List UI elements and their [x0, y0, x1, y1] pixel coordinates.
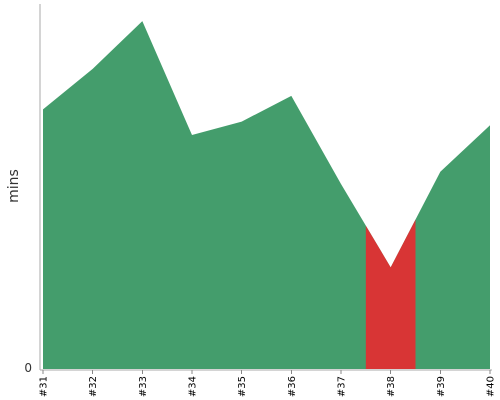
x-ticks: #31 #32 #33 #34 #35 #36 #37 #38 #39 #40 [39, 370, 497, 397]
data-point-35[interactable] [239, 119, 245, 125]
data-point-36[interactable] [288, 93, 294, 99]
x-tick-label: #40 [486, 376, 497, 397]
data-point-39[interactable] [437, 169, 443, 175]
data-point-37[interactable] [338, 181, 344, 187]
y-tick-label: 0 [24, 361, 32, 375]
data-point-32[interactable] [90, 66, 96, 72]
x-tick-label: #39 [436, 376, 447, 397]
plot-area [40, 18, 493, 370]
series-area [43, 21, 490, 370]
highlight-area-38[interactable] [365, 219, 416, 369]
axes: mins 0 [6, 4, 492, 375]
x-tick-label: #37 [337, 376, 348, 397]
x-tick-label: #36 [287, 376, 298, 397]
x-tick-label: #35 [237, 376, 248, 397]
data-point-38[interactable] [388, 264, 394, 270]
data-point-34[interactable] [189, 132, 195, 138]
y-axis-label: mins [6, 169, 22, 203]
data-point-31[interactable] [40, 106, 46, 112]
x-tick-label: #33 [138, 376, 149, 397]
x-tick-label: #38 [386, 376, 397, 397]
data-point-40[interactable] [487, 122, 493, 128]
x-tick-label: #31 [39, 376, 50, 397]
x-tick-label: #34 [188, 376, 199, 397]
x-tick-label: #32 [88, 376, 99, 397]
data-point-33[interactable] [139, 18, 145, 24]
